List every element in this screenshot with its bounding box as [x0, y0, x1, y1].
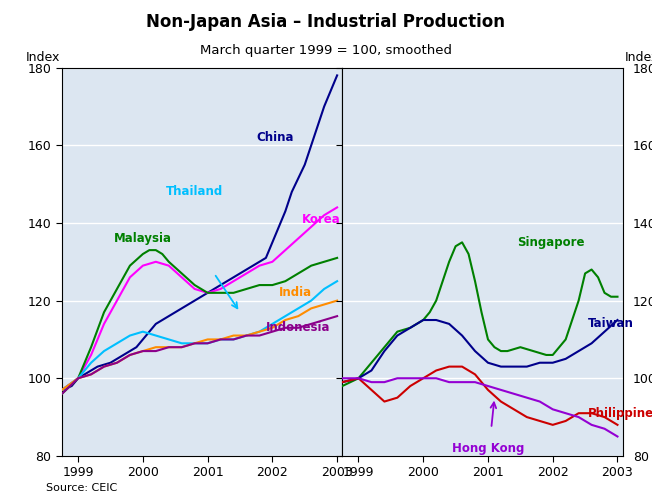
Text: Korea: Korea [301, 212, 340, 225]
Text: Index: Index [25, 51, 60, 64]
Text: Taiwan: Taiwan [588, 318, 634, 330]
Text: Singapore: Singapore [517, 236, 585, 249]
Text: Philippines: Philippines [588, 407, 652, 420]
Text: March quarter 1999 = 100, smoothed: March quarter 1999 = 100, smoothed [200, 44, 452, 57]
Text: China: China [256, 131, 293, 144]
Text: Source: CEIC: Source: CEIC [46, 483, 117, 493]
Text: India: India [279, 287, 312, 299]
Text: Hong Kong: Hong Kong [452, 442, 525, 454]
Text: Thailand: Thailand [166, 185, 223, 198]
Text: Non-Japan Asia – Industrial Production: Non-Japan Asia – Industrial Production [147, 13, 505, 31]
Text: Indonesia: Indonesia [266, 321, 331, 334]
Text: Index: Index [625, 51, 652, 64]
Text: Malaysia: Malaysia [113, 232, 171, 245]
